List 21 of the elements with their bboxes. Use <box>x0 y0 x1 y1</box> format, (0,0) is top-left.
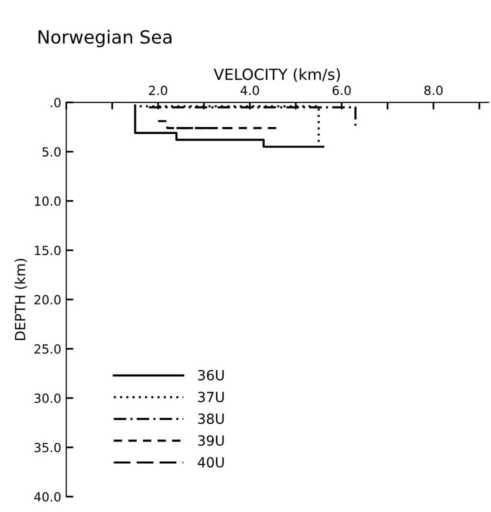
y-tick-label: 20.0 <box>34 294 61 304</box>
x-axis-title: VELOCITY (km/s) <box>214 68 340 82</box>
y-tick-label: .0 <box>50 98 61 108</box>
y-tick-label: 35.0 <box>34 442 61 452</box>
y-tick-label: 40.0 <box>34 492 61 502</box>
legend-label: 39U <box>198 435 224 446</box>
y-tick-label: 10.0 <box>34 196 61 206</box>
legend-label: 36U <box>198 370 224 380</box>
y-tick-label: 15.0 <box>34 246 61 256</box>
x-tick-label: 8.0 <box>424 86 443 96</box>
y-axis-title: DEPTH (km) <box>14 258 27 340</box>
x-tick-label: 4.0 <box>240 86 259 96</box>
legend-label: 38U <box>198 414 224 424</box>
x-tick-label: 2.0 <box>149 86 168 96</box>
y-tick-label: 25.0 <box>34 344 61 354</box>
y-tick-label: 30.0 <box>34 394 61 404</box>
legend-label: 40U <box>198 457 224 468</box>
x-tick-label: 6.0 <box>332 86 351 96</box>
y-tick-label: 5.0 <box>42 147 61 157</box>
chart-title: Norwegian Sea <box>38 30 172 48</box>
legend-label: 37U <box>198 392 224 402</box>
